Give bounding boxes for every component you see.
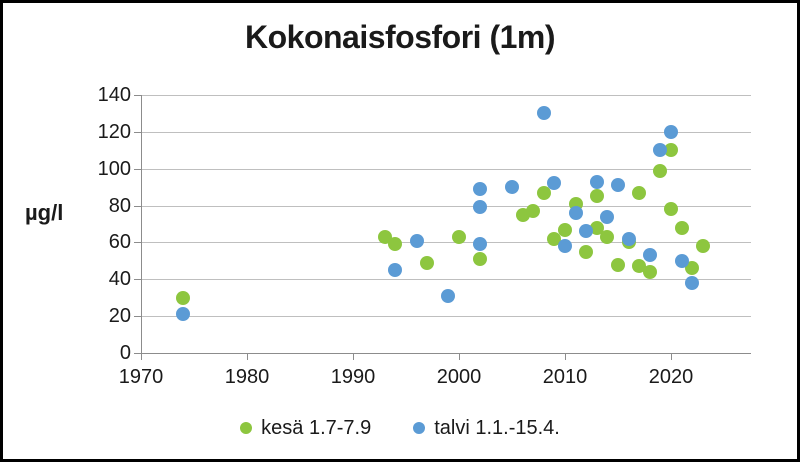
data-point-kesa xyxy=(653,163,668,178)
gridline xyxy=(141,131,751,133)
data-point-kesa xyxy=(611,257,625,272)
data-point-kesa xyxy=(589,220,604,235)
x-axis-line xyxy=(141,353,751,354)
x-tick-label: 1980 xyxy=(224,366,270,388)
y-tick-label: 100 xyxy=(97,157,131,180)
y-axis-tick xyxy=(134,168,141,170)
y-tick-label: 120 xyxy=(97,120,131,143)
y-axis-tick xyxy=(134,316,141,318)
data-point-talvi xyxy=(653,143,668,158)
gridline xyxy=(141,205,751,207)
data-point-talvi xyxy=(441,288,456,303)
data-point-kesa xyxy=(558,222,572,237)
x-axis-tick xyxy=(565,353,566,360)
data-point-kesa xyxy=(452,229,466,244)
y-tick-label: 140 xyxy=(97,84,131,106)
data-point-kesa xyxy=(515,207,530,222)
y-axis-tick xyxy=(134,205,141,207)
data-point-talvi xyxy=(568,205,583,220)
y-axis-tick xyxy=(134,279,141,281)
x-tick-label: 1970 xyxy=(118,366,164,388)
x-tick-label: 2010 xyxy=(542,366,588,388)
data-point-talvi xyxy=(579,224,594,239)
data-point-talvi xyxy=(388,263,403,278)
data-point-talvi xyxy=(473,237,488,252)
x-tick-label: 2020 xyxy=(648,366,694,388)
data-point-kesa xyxy=(642,264,657,279)
x-tick-label: 1990 xyxy=(330,366,376,388)
data-point-talvi xyxy=(611,178,625,193)
x-axis-tick xyxy=(671,353,672,360)
plot-area: 0 20 40 60 80 100 120 140 1970 1980 1990 2000 2010 20… xyxy=(3,3,800,465)
y-tick-label: 40 xyxy=(108,268,131,291)
data-point-kesa xyxy=(664,202,678,217)
data-point-kesa xyxy=(579,244,594,259)
data-point-talvi xyxy=(176,307,191,322)
data-point-kesa xyxy=(600,229,615,244)
data-point-kesa xyxy=(526,204,541,219)
y-axis-tick xyxy=(134,353,141,354)
y-axis-tick xyxy=(134,242,141,244)
chart-title: Kokonaisfosfori (1m) xyxy=(244,19,556,55)
data-point-talvi xyxy=(600,209,615,224)
legend-label-kesa: kesä 1.7-7.9 xyxy=(261,417,372,439)
legend: kesä 1.7-7.9 talvi 1.1.-15.4. xyxy=(3,415,797,441)
data-point-kesa xyxy=(632,185,647,200)
legend-marker-talvi-icon xyxy=(413,422,426,434)
data-point-kesa xyxy=(695,239,710,254)
legend-item-talvi: talvi 1.1.-15.4. xyxy=(413,415,560,441)
x-axis-tick xyxy=(353,353,354,360)
data-point-kesa xyxy=(664,143,678,158)
data-point-talvi xyxy=(664,124,678,139)
y-axis-tick xyxy=(134,95,141,96)
y-tick-label: 60 xyxy=(108,231,131,254)
data-point-talvi xyxy=(674,253,689,268)
legend-item-kesa: kesä 1.7-7.9 xyxy=(240,415,371,441)
data-point-kesa xyxy=(685,261,700,276)
x-axis-tick xyxy=(459,353,460,360)
y-axis-tick xyxy=(134,131,141,133)
data-point-kesa xyxy=(473,252,488,266)
gridline xyxy=(141,242,751,244)
data-point-talvi xyxy=(621,231,636,246)
data-point-talvi xyxy=(642,248,657,263)
legend-label-talvi: talvi 1.1.-15.4. xyxy=(434,417,560,439)
y-tick-label: 0 xyxy=(119,342,131,364)
y-axis-title: µg/l xyxy=(25,200,64,225)
data-point-talvi xyxy=(589,174,604,189)
gridline xyxy=(141,279,751,281)
data-point-talvi xyxy=(685,275,700,290)
legend-marker-kesa-icon xyxy=(240,422,253,434)
x-axis-tick xyxy=(247,353,248,360)
y-axis-line xyxy=(141,95,142,360)
data-point-kesa xyxy=(176,290,191,305)
data-point-kesa xyxy=(589,189,604,204)
data-point-talvi xyxy=(558,239,572,254)
data-point-kesa xyxy=(377,229,392,244)
x-tick-label: 2000 xyxy=(436,366,482,388)
data-point-talvi xyxy=(505,180,519,195)
data-point-kesa xyxy=(632,259,647,274)
data-point-talvi xyxy=(547,176,562,191)
data-point-talvi xyxy=(473,200,488,215)
y-tick-label: 20 xyxy=(108,305,131,328)
data-point-talvi xyxy=(409,233,424,248)
data-point-kesa xyxy=(388,237,403,252)
data-point-talvi xyxy=(473,181,488,196)
data-point-kesa xyxy=(674,220,689,235)
data-point-kesa xyxy=(547,231,562,246)
data-point-kesa xyxy=(536,185,551,200)
gridline xyxy=(141,316,751,318)
data-point-kesa xyxy=(420,255,435,270)
y-tick-label: 80 xyxy=(108,194,131,217)
gridline xyxy=(141,95,751,96)
data-point-talvi xyxy=(536,106,551,121)
gridline xyxy=(141,168,751,170)
